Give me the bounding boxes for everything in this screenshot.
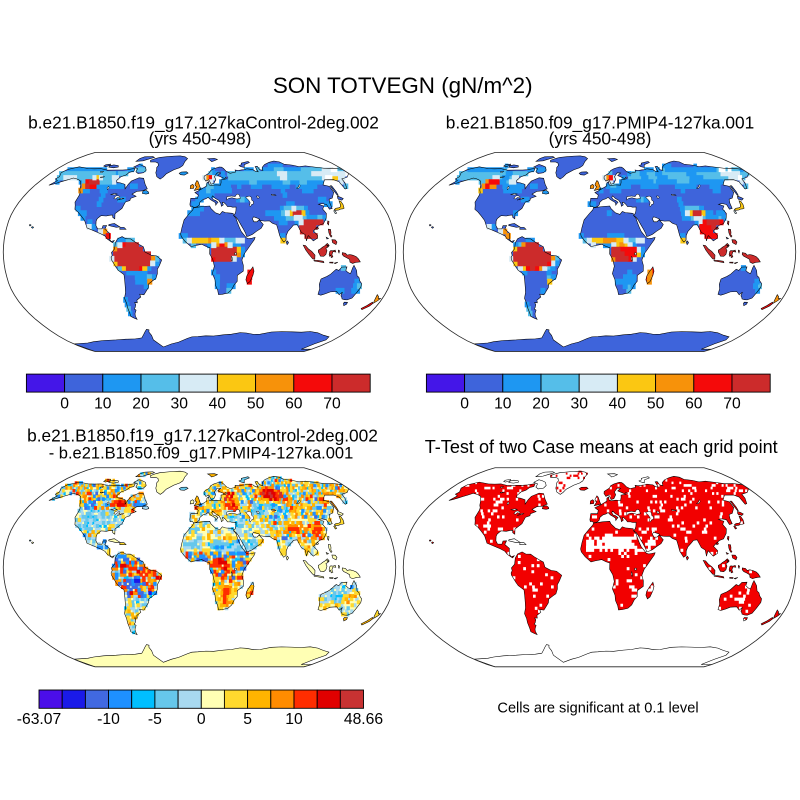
svg-text:48.66: 48.66 (344, 711, 384, 728)
svg-text:-10: -10 (97, 711, 120, 728)
svg-text:-5: -5 (148, 711, 162, 728)
svg-text:(yrs 450-498): (yrs 450-498) (549, 128, 652, 148)
svg-text:60: 60 (285, 396, 303, 413)
svg-text:SON TOTVEGN (gN/m^2): SON TOTVEGN (gN/m^2) (273, 73, 533, 98)
svg-text:(yrs 450-498): (yrs 450-498) (149, 128, 252, 148)
svg-text:60: 60 (685, 396, 703, 413)
svg-text:70: 70 (323, 396, 341, 413)
svg-text:-63.07: -63.07 (17, 711, 61, 728)
svg-text:10: 10 (94, 396, 112, 413)
svg-text:10: 10 (285, 711, 303, 728)
svg-text:- b.e21.B1850.f09_g17.PMIP4-12: - b.e21.B1850.f09_g17.PMIP4-127ka.001 (49, 444, 354, 462)
svg-text:0: 0 (60, 396, 69, 413)
svg-text:30: 30 (570, 396, 588, 413)
svg-text:Cells are significant at 0.1 l: Cells are significant at 0.1 level (497, 701, 698, 717)
svg-text:T-Test of two Case means at ea: T-Test of two Case means at each grid po… (425, 437, 778, 457)
svg-text:50: 50 (247, 396, 265, 413)
svg-text:70: 70 (723, 396, 741, 413)
svg-text:30: 30 (170, 396, 188, 413)
svg-text:5: 5 (243, 711, 252, 728)
svg-text:50: 50 (647, 396, 665, 413)
svg-text:20: 20 (132, 396, 150, 413)
svg-text:40: 40 (609, 396, 627, 413)
svg-text:b.e21.B1850.f09_g17.PMIP4-127k: b.e21.B1850.f09_g17.PMIP4-127ka.001 (446, 112, 754, 132)
svg-text:20: 20 (532, 396, 550, 413)
svg-text:0: 0 (460, 396, 469, 413)
svg-text:0: 0 (197, 711, 206, 728)
svg-text:b.e21.B1850.f19_g17.127kaContr: b.e21.B1850.f19_g17.127kaControl-2deg.00… (27, 425, 378, 445)
svg-text:b.e21.B1850.f19_g17.127kaContr: b.e21.B1850.f19_g17.127kaControl-2deg.00… (28, 112, 379, 132)
svg-text:10: 10 (494, 396, 512, 413)
svg-text:40: 40 (209, 396, 227, 413)
